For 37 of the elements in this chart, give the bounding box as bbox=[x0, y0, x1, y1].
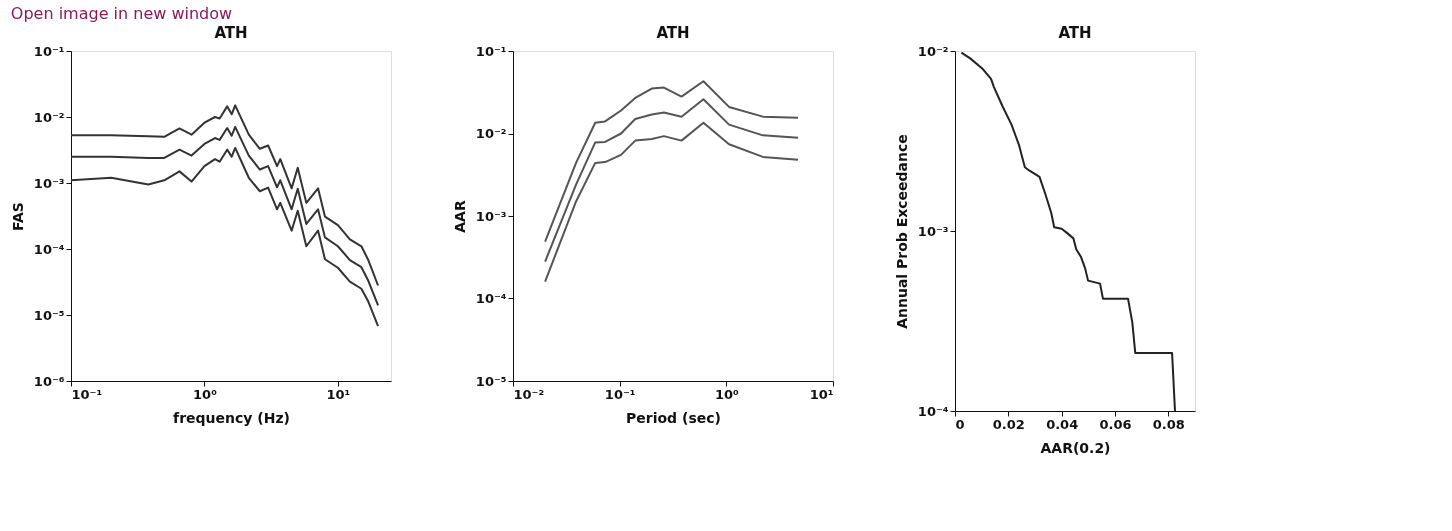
y-axis-title: Annual Prob Exceedance bbox=[893, 134, 910, 329]
x-tick-label: 0.06 bbox=[1099, 416, 1132, 432]
x-axis-title: Period (sec) bbox=[626, 409, 721, 426]
x-tick-label: 0.02 bbox=[992, 416, 1025, 432]
y-tick-label: 10⁻⁶ bbox=[33, 373, 65, 389]
text: Open image in new window bbox=[10, 3, 233, 23]
y-tick-label: 10⁻¹ bbox=[33, 43, 65, 59]
x-tick-label: 10⁻¹ bbox=[71, 386, 103, 402]
x-axis-title: AAR(0.2) bbox=[1040, 439, 1111, 456]
chart-title: ATH bbox=[214, 24, 248, 42]
y-tick-label: 10⁻⁴ bbox=[475, 291, 507, 306]
y-tick-label: 10⁻² bbox=[475, 126, 507, 141]
y-axis-title: AAR bbox=[451, 200, 468, 233]
x-tick-label: 0.08 bbox=[1152, 416, 1185, 432]
y-tick-label: 10⁻² bbox=[33, 109, 65, 125]
x-tick-label: 0.04 bbox=[1046, 416, 1079, 432]
x-tick-label: 10¹ bbox=[809, 386, 834, 402]
x-tick-label: 10⁰ bbox=[714, 386, 740, 402]
y-tick-label: 10⁻⁵ bbox=[33, 307, 65, 323]
y-tick-label: 10⁻⁵ bbox=[475, 373, 507, 389]
x-tick-label: 10⁻¹ bbox=[604, 386, 636, 402]
y-tick-label: 10⁻³ bbox=[917, 223, 949, 239]
x-axis-title: frequency (Hz) bbox=[173, 409, 290, 426]
chart-title: ATH bbox=[1058, 24, 1092, 42]
x-tick-label: 10⁻² bbox=[513, 386, 545, 402]
y-tick-label: 10⁻³ bbox=[475, 208, 507, 224]
line-series bbox=[960, 51, 1176, 411]
y-tick-label: 10⁻¹ bbox=[475, 43, 507, 59]
y-axis-title: FAS bbox=[9, 202, 26, 231]
x-tick-label: 0 bbox=[955, 416, 965, 432]
y-tick-label: 10⁻⁴ bbox=[33, 241, 65, 257]
y-tick-label: 10⁻² bbox=[917, 43, 949, 59]
y-tick-label: 10⁻⁴ bbox=[917, 403, 949, 419]
x-tick-label: 10⁰ bbox=[193, 386, 218, 402]
chart-title: ATH bbox=[656, 24, 690, 42]
y-tick-label: 10⁻³ bbox=[33, 175, 65, 191]
x-tick-label: 10¹ bbox=[326, 386, 351, 402]
